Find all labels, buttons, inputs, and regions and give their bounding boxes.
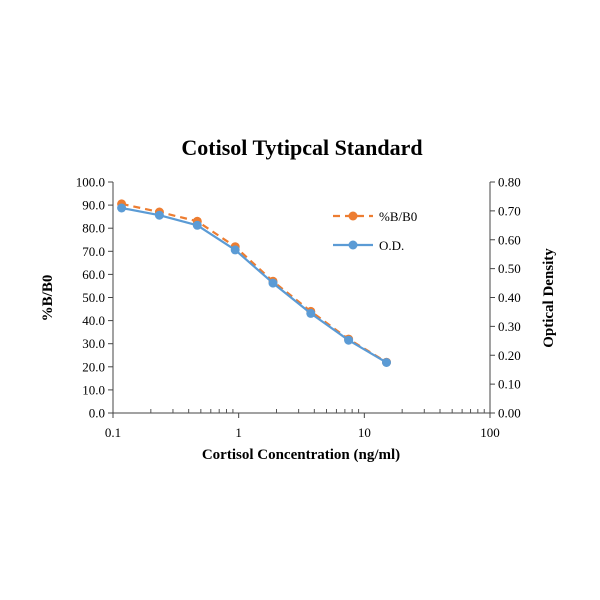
legend-label-od: O.D. [379, 238, 404, 253]
y-tick-label: 50.0 [82, 290, 105, 305]
plot-frame [112, 182, 491, 414]
y-tick-label: 90.0 [82, 198, 105, 213]
data-point-od [344, 335, 354, 345]
y2-tick-label: 0.40 [498, 290, 521, 305]
y-axis-label: %B/B0 [40, 275, 56, 322]
legend-label-bb0: %B/B0 [379, 209, 417, 224]
y2-tick-label: 0.50 [498, 261, 521, 276]
data-point-od [382, 358, 391, 367]
legend-marker-od [348, 240, 358, 250]
y-tick-label: 20.0 [82, 359, 105, 374]
x-ticks: 0.1 1 10 100 [105, 413, 500, 440]
y2-tick-label: 0.60 [498, 232, 521, 247]
data-point-od [230, 245, 240, 255]
y-tick-label: 0.0 [89, 406, 105, 421]
y2-tick-label: 0.80 [498, 175, 521, 190]
y2-axis-label: Optical Density [541, 248, 557, 348]
x-minor-ticks [150, 409, 485, 413]
y2-tick-label: 0.00 [498, 406, 521, 421]
data-point-od [268, 278, 278, 288]
legend-marker-bb0 [348, 211, 358, 221]
legend: %B/B0 O.D. [333, 209, 417, 253]
data-point-od [117, 203, 127, 213]
y-tick-label: 30.0 [82, 336, 105, 351]
x-tick-label: 100 [480, 425, 500, 440]
data-point-od [154, 210, 164, 220]
y2-tick-label: 0.20 [498, 348, 521, 363]
series-layer [117, 199, 391, 367]
x-tick-label: 1 [235, 425, 242, 440]
y-tick-label: 70.0 [82, 244, 105, 259]
data-point-od [306, 308, 316, 318]
y2-tick-label: 0.70 [498, 203, 521, 218]
x-tick-label: 10 [358, 425, 371, 440]
y-tick-label: 60.0 [82, 267, 105, 282]
y2-tick-label: 0.30 [498, 319, 521, 334]
x-axis-label: Cortisol Concentration (ng/ml) [202, 447, 400, 463]
y2-tick-label: 0.10 [498, 377, 521, 392]
y-left-ticks: 0.0 10.0 20.0 30.0 40.0 50.0 60.0 70.0 80.0 90.0 1… [76, 175, 113, 421]
y-tick-label: 10.0 [82, 382, 105, 397]
y-right-ticks: 0.00 0.10 0.20 0.30 0.40 0.50 0.60 0.70 0.80 [490, 175, 521, 421]
x-tick-label: 0.1 [105, 425, 121, 440]
chart-title: Cotisol Tytipcal Standard [181, 135, 422, 160]
data-point-od [192, 220, 202, 230]
y-tick-label: 40.0 [82, 313, 105, 328]
series-line-od [121, 206, 388, 364]
y-tick-label: 100.0 [76, 175, 105, 190]
series-line-bb0 [121, 202, 388, 364]
y-tick-label: 80.0 [82, 221, 105, 236]
